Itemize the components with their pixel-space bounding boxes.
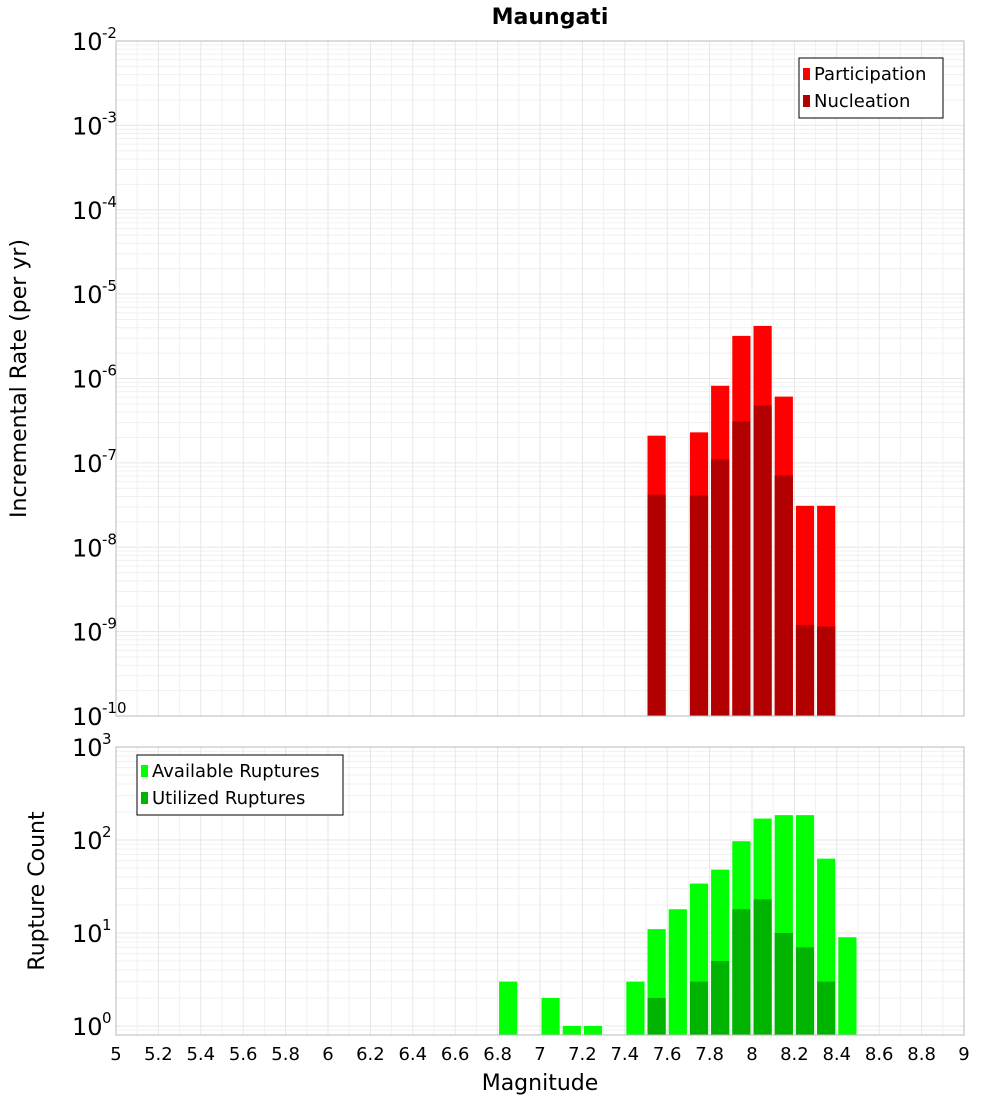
y-tick-exponent: -6 [102, 362, 117, 380]
plot-frame [115, 40, 965, 717]
y-tick-exponent: -9 [102, 615, 117, 633]
bar-utilized-ruptures [732, 909, 751, 1035]
bar-utilized-ruptures [753, 899, 772, 1035]
y-tick-label: 10 [72, 450, 103, 478]
plot-frame [115, 746, 965, 1036]
bar-nucleation [753, 405, 772, 716]
legend-box [136, 754, 344, 816]
bar-utilized-ruptures [774, 932, 793, 1035]
y-tick-exponent: -2 [102, 24, 117, 42]
x-tick-label: 6.8 [483, 1044, 512, 1065]
bar-available-ruptures [668, 909, 687, 1035]
bar-utilized-ruptures [817, 981, 836, 1035]
y-tick-exponent: 3 [102, 730, 112, 748]
bar-utilized-ruptures [647, 997, 666, 1035]
bar-nucleation [732, 421, 751, 716]
y-tick-label: 10 [72, 734, 103, 762]
x-axis-label: Magnitude [482, 1071, 599, 1096]
legend-swatch [803, 95, 810, 107]
y-tick-label: 10 [72, 619, 103, 647]
y-tick-exponent: 1 [102, 916, 112, 934]
y-tick-label: 10 [72, 827, 103, 855]
y-tick-exponent: 2 [102, 823, 112, 841]
x-tick-label: 6.6 [441, 1044, 470, 1065]
legend: Available Ruptures Utilized Ruptures [136, 754, 344, 816]
legend-entry: Utilized Ruptures [152, 788, 305, 809]
y-tick-label: 10 [72, 366, 103, 394]
x-tick-label: 7.8 [695, 1044, 724, 1065]
legend-swatch [803, 68, 810, 80]
y-tick-label: 10 [72, 197, 103, 225]
legend-swatch [141, 765, 148, 777]
x-tick-label: 8.8 [907, 1044, 936, 1065]
y-tick-exponent: -3 [102, 108, 117, 126]
x-tick-label: 8.2 [780, 1044, 809, 1065]
bar-available-ruptures [626, 981, 645, 1035]
x-tick-label: 8 [746, 1044, 757, 1065]
x-tick-label: 7.4 [610, 1044, 639, 1065]
x-tick-label: 5.2 [144, 1044, 173, 1065]
legend-swatch [141, 792, 148, 804]
y-tick-label: 10 [72, 112, 103, 140]
x-tick-label: 7.6 [653, 1044, 682, 1065]
bar-nucleation [774, 475, 793, 716]
y-tick-label: 10 [72, 28, 103, 56]
y-tick-label: 10 [72, 703, 103, 731]
y-axis-label: Rupture Count [25, 811, 50, 971]
bar-available-ruptures [562, 1025, 581, 1035]
x-tick-label: 7.2 [568, 1044, 597, 1065]
x-tick-label: 6.4 [398, 1044, 427, 1065]
y-tick-label: 10 [72, 1013, 103, 1041]
y-tick-label: 10 [72, 534, 103, 562]
bar-utilized-ruptures [795, 947, 815, 1035]
x-tick-label: 8.4 [822, 1044, 851, 1065]
bar-nucleation [689, 495, 709, 716]
y-tick-label: 10 [72, 281, 103, 309]
y-tick-exponent: -7 [102, 446, 117, 464]
x-tick-label: 5 [110, 1044, 121, 1065]
bar-nucleation [711, 459, 730, 716]
bar-available-ruptures [499, 981, 518, 1035]
bar-utilized-ruptures [711, 960, 730, 1035]
chart-title: Maungati [492, 5, 609, 30]
y-tick-exponent: 0 [102, 1009, 112, 1027]
y-tick-exponent: -5 [102, 277, 117, 295]
bar-utilized-ruptures [689, 981, 709, 1035]
y-tick-exponent: -10 [102, 699, 127, 717]
legend-box [798, 57, 944, 119]
bar-nucleation [817, 626, 836, 716]
legend-entry: Participation [814, 64, 926, 85]
bar-available-ruptures [541, 997, 560, 1035]
legend-entry: Available Ruptures [152, 761, 320, 782]
legend: Participation Nucleation [798, 57, 944, 119]
x-tick-label: 6.2 [356, 1044, 385, 1065]
legend-entry: Nucleation [814, 91, 910, 112]
bar-available-ruptures [583, 1025, 603, 1035]
bar-nucleation [795, 624, 815, 716]
x-tick-label: 5.8 [271, 1044, 300, 1065]
bar-available-ruptures [838, 937, 857, 1035]
y-tick-exponent: -4 [102, 193, 117, 211]
x-tick-label: 5.6 [229, 1044, 258, 1065]
x-tick-label: 6 [322, 1044, 333, 1065]
x-tick-label: 8.6 [865, 1044, 894, 1065]
x-tick-label: 9 [958, 1044, 969, 1065]
y-tick-exponent: -8 [102, 530, 117, 548]
x-tick-label: 7 [534, 1044, 545, 1065]
y-tick-label: 10 [72, 920, 103, 948]
bar-nucleation [647, 494, 666, 716]
y-axis-label: Incremental Rate (per yr) [7, 239, 32, 518]
x-tick-label: 5.4 [186, 1044, 215, 1065]
